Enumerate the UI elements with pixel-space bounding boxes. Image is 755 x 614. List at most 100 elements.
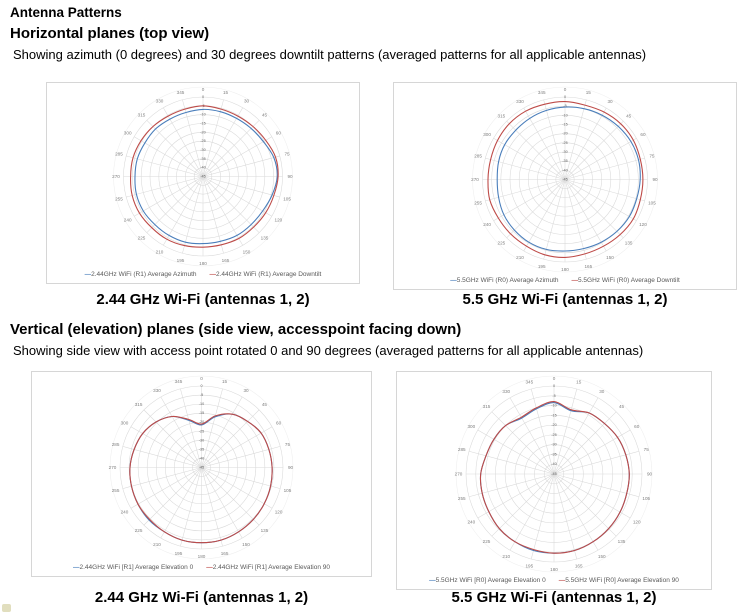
series-trace [496,106,641,252]
angular-tick-label: 105 [648,200,656,205]
angular-tick-label: 210 [502,554,510,559]
radial-tick-label: -25 [200,139,205,143]
angular-tick-label: 120 [639,222,647,227]
angular-tick-label: 270 [109,465,117,470]
legend-line-swatch: — [209,271,216,278]
radial-tick-label: -15 [551,413,556,417]
angular-tick-label: 300 [121,421,129,426]
radial-tick-label: -10 [551,404,556,408]
angular-tick-label: 15 [586,90,592,95]
angular-tick-label: 0 [200,376,203,381]
angular-tick-label: 0 [553,376,556,381]
angular-tick-label: 330 [153,388,161,393]
legend-label: 2.44GHz WiFi (R1) Average Downtilt [216,271,322,278]
angular-tick-label: 345 [525,379,533,384]
radial-tick-label: 0 [200,384,202,388]
angular-tick-label: 30 [243,388,249,393]
radial-tick-label: -40 [551,462,556,466]
angular-tick-label: 240 [483,222,491,227]
angular-tick-label: 135 [618,539,626,544]
radial-tick-label: -15 [562,123,567,127]
polar-chart-vertical-2_44ghz: 0 15 30 45 60 75 90 105 120 135 150 165 180 195 210 225… [31,371,372,577]
legend-entry: —2.44GHz WiFi [R1] Average Elevation 0 [73,564,193,571]
polar-plot-svg: 0 15 30 45 60 75 90 105 120 135 150 165 180 195 210 225… [112,86,293,267]
radial-tick-label: -20 [551,423,556,427]
angular-tick-label: 90 [647,472,653,477]
radial-tick-label: -25 [551,433,556,437]
angular-tick-label: 225 [138,236,146,241]
page-edge-artifact [2,604,11,612]
series-trace [129,413,273,544]
angular-tick-label: 285 [112,442,120,447]
radial-tick-label: -10 [199,402,204,406]
radial-tick-label: -20 [199,420,204,424]
radial-tick-label: -30 [562,150,567,154]
series-trace [129,413,273,544]
legend-entry: —2.44GHz WiFi [R1] Average Elevation 90 [206,564,330,571]
legend-entry: —2.44GHz WiFi (R1) Average Azimuth [85,271,197,278]
angular-tick-label: 255 [474,200,482,205]
angular-tick-label: 225 [483,539,491,544]
series-trace [134,108,278,245]
legend-line-swatch: — [450,277,456,284]
chart-caption-vertical-2_44ghz: 2.44 GHz Wi-Fi (antennas 1, 2) [94,589,309,606]
polar-chart-horizontal-2_44ghz: 0 15 30 45 60 75 90 105 120 135 150 165 180 195 210 225… [46,82,360,284]
angular-tick-label: 315 [498,113,506,118]
polar-chart-vertical-5_5ghz: 0 15 30 45 60 75 90 105 120 135 150 165 180 195 210 225… [396,371,712,590]
section-description-horizontal-planes: Showing azimuth (0 degrees) and 30 degre… [13,47,647,62]
section-heading-vertical-planes: Vertical (elevation) planes (side view, … [10,321,462,338]
angular-tick-label: 240 [124,218,132,223]
radial-tick-label: -5 [200,393,203,397]
angular-tick-label: 270 [112,174,120,179]
angular-tick-label: 180 [199,261,207,266]
angular-tick-label: 180 [561,267,569,272]
chart-legend: —2.44GHz WiFi [R1] Average Elevation 0—2… [32,561,371,576]
angular-tick-label: 0 [202,87,205,92]
angular-tick-label: 225 [498,241,506,246]
radial-tick-label: -45 [200,175,205,179]
radial-tick-label: -35 [199,447,204,451]
angular-tick-label: 315 [138,112,146,117]
angular-tick-label: 75 [644,447,650,452]
angular-tick-label: 300 [124,131,132,136]
chart-caption-horizontal-5_5ghz: 5.5 GHz Wi-Fi (antennas 1, 2) [462,291,668,308]
legend-entry: —5.5GHz WiFi (R0) Average Downtilt [572,277,680,284]
angular-tick-label: 135 [625,241,633,246]
radial-tick-label: -40 [199,456,204,460]
legend-label: 2.44GHz WiFi (R1) Average Azimuth [91,271,197,278]
radial-tick-label: 0 [553,384,555,388]
angular-tick-label: 300 [483,132,491,137]
angular-tick-label: 120 [275,510,283,515]
series-trace [487,101,644,258]
radial-tick-label: -15 [199,411,204,415]
angular-tick-label: 270 [471,177,479,182]
angular-tick-label: 330 [156,99,164,104]
angular-tick-label: 135 [261,236,269,241]
angular-tick-label: 60 [634,424,640,429]
chart-caption-horizontal-2_44ghz: 2.44 GHz Wi-Fi (antennas 1, 2) [96,291,310,308]
angular-tick-label: 45 [626,113,632,118]
angular-tick-label: 75 [285,442,291,447]
radial-tick-label: -20 [562,132,567,136]
angular-tick-label: 120 [274,218,282,223]
angular-tick-label: 315 [483,404,491,409]
angular-tick-label: 30 [599,389,605,394]
legend-entry: —5.5GHz WiFi [R0] Average Elevation 0 [429,577,546,584]
legend-label: 2.44GHz WiFi [R1] Average Elevation 90 [212,564,330,571]
angular-tick-label: 60 [276,131,282,136]
angular-tick-label: 15 [222,379,228,384]
radial-tick-label: -30 [551,443,556,447]
angular-tick-label: 90 [652,177,658,182]
legend-line-swatch: — [73,564,79,571]
angular-tick-label: 330 [516,99,524,104]
angular-tick-label: 210 [516,255,524,260]
legend-label: 5.5GHz WiFi [R0] Average Elevation 90 [565,577,679,584]
chart-legend: —5.5GHz WiFi (R0) Average Azimuth —5.5GHz… [394,274,736,289]
angular-tick-label: 60 [276,421,282,426]
radial-tick-label: -35 [200,157,205,161]
angular-tick-label: 270 [455,472,463,477]
angular-tick-label: 330 [502,389,510,394]
angular-tick-label: 240 [467,519,475,524]
angular-tick-label: 345 [538,90,546,95]
chart-legend: —5.5GHz WiFi [R0] Average Elevation 0—5.… [397,574,711,589]
